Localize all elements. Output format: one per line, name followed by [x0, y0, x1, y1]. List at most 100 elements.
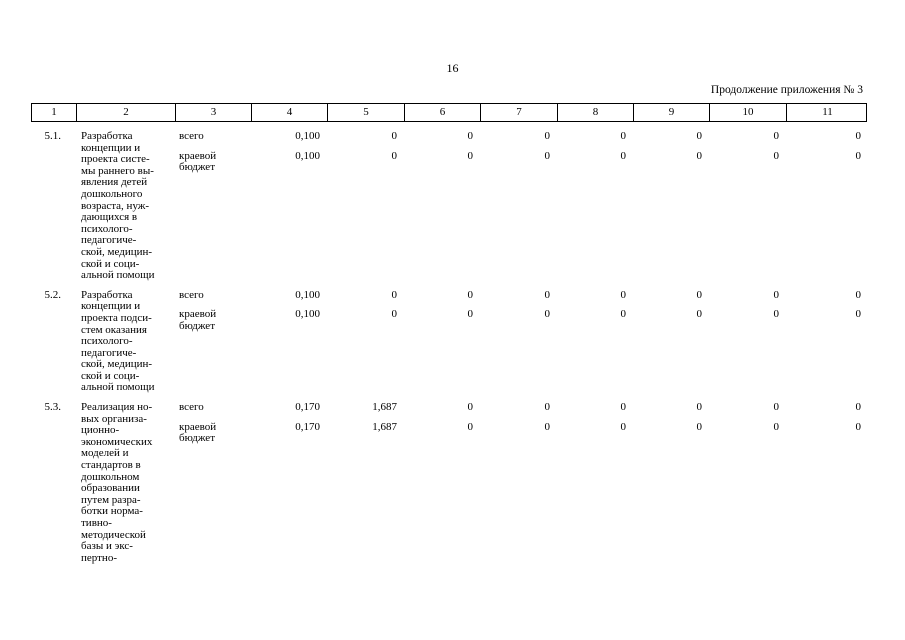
- cell-value: 0: [467, 130, 474, 142]
- text-line: альной помощи: [81, 381, 155, 394]
- cell-value: 0,100: [295, 308, 320, 321]
- text-line: стем оказания: [81, 323, 147, 336]
- cell-value: 0,170: [295, 401, 320, 414]
- header-cell: 7: [480, 104, 557, 121]
- text-line: ской, медицин-: [81, 245, 153, 258]
- text-line: стандартов в: [81, 459, 141, 472]
- text-line: ской и соци-: [81, 369, 140, 382]
- text-line: педагогиче-: [81, 234, 137, 247]
- cell-value: 0: [467, 149, 474, 162]
- cell-value: 0: [544, 288, 551, 301]
- header-cell: 1: [51, 106, 57, 118]
- subrow-label: краевой бюджет: [174, 150, 250, 182]
- text-line: ботки норма-: [81, 505, 143, 518]
- cell-value: 0: [855, 288, 862, 301]
- subrow-label: всего: [174, 401, 250, 422]
- cell-value: 0: [544, 401, 551, 414]
- cell-value: 0: [544, 130, 551, 142]
- text-line: методической: [81, 528, 146, 541]
- text-line: всего: [179, 288, 204, 301]
- cell-value: 0: [773, 149, 780, 162]
- cell-value: 1,687: [372, 420, 397, 433]
- text-line: всего: [179, 401, 204, 414]
- cell-value: 0: [391, 130, 398, 142]
- cell-value: 0: [620, 420, 627, 433]
- cell-value: 0: [467, 401, 474, 414]
- text-line: проекта систе-: [81, 153, 150, 166]
- cell-value: 0: [544, 420, 551, 433]
- cell-value: 0: [773, 420, 780, 433]
- text-line: Разработка: [81, 130, 133, 142]
- text-line: моделей и: [81, 447, 129, 460]
- text-line: дошкольного: [81, 187, 143, 200]
- cell-value: 0: [467, 308, 474, 321]
- text-line: бюджет: [179, 432, 215, 445]
- row-number: 5.1.: [44, 130, 62, 142]
- cell-value: 0: [544, 149, 551, 162]
- subrow-label: краевой бюджет: [174, 309, 250, 340]
- cell-value: 0: [773, 288, 780, 301]
- cell-value: 0: [855, 401, 862, 414]
- cell-value: 0: [855, 130, 862, 142]
- text-line: проекта подси-: [81, 311, 152, 324]
- text-line: психолого-: [81, 335, 133, 348]
- cell-value: 0: [467, 420, 474, 433]
- text-line: пертно-: [81, 551, 117, 564]
- caption: Продолжение приложения № 3: [710, 84, 863, 96]
- text-line: альной помощи: [81, 269, 155, 282]
- cell-value: 0: [620, 308, 627, 321]
- cell-value: 0,170: [295, 420, 320, 433]
- cell-value: 0: [773, 401, 780, 414]
- row-number: 5.2.: [44, 288, 62, 301]
- text-line: дошкольном: [81, 470, 140, 483]
- header-cell: 11: [786, 104, 868, 121]
- cell-value: 0,100: [295, 288, 320, 301]
- cell-value: 0: [855, 149, 862, 162]
- table-row: 5.2. Разработка концепции и проекта подси-с…: [31, 288, 867, 402]
- text-line: краевой: [179, 420, 217, 433]
- cell-value: 0: [620, 149, 627, 162]
- cell-value: 0,100: [295, 130, 320, 142]
- text-line: экономических: [81, 435, 153, 448]
- cell-value: 1,687: [372, 401, 397, 414]
- header-cell: 2: [76, 104, 175, 121]
- header-cell: 5: [327, 104, 404, 121]
- cell-value: 0: [855, 420, 862, 433]
- text-line: ской и соци-: [81, 257, 140, 270]
- cell-value: 0: [696, 401, 703, 414]
- cell-value: 0: [620, 288, 627, 301]
- text-line: краевой: [179, 308, 217, 321]
- header-cell: 8: [557, 104, 633, 121]
- cell-value: 0: [696, 308, 703, 321]
- subrow-label: всего: [174, 130, 250, 151]
- text-line: путем разра-: [81, 493, 141, 506]
- cell-value: 0: [773, 308, 780, 321]
- cell-value: 0: [855, 308, 862, 321]
- row-number: 5.3.: [44, 401, 62, 414]
- text-line: психолого-: [81, 222, 133, 235]
- text-line: Разработка: [81, 288, 133, 301]
- text-line: концепции и: [81, 300, 141, 313]
- text-line: мы раннего вы-: [81, 164, 154, 177]
- cell-value: 0: [544, 308, 551, 321]
- cell-value: 0: [391, 149, 398, 162]
- cell-value: 0: [391, 308, 398, 321]
- text-line: явления детей: [81, 176, 148, 189]
- table-header: 1 2 3 4 5 6 7 8 9 10 11: [31, 103, 867, 122]
- table-body: 5.1. Разработка концепции и проекта систе-м…: [31, 130, 867, 572]
- header-cell: 3: [175, 104, 251, 121]
- text-line: бюджет: [179, 319, 215, 332]
- text-line: концепции и: [81, 141, 141, 154]
- text-line: дающихся в: [81, 211, 138, 224]
- subrow-label: всего: [174, 288, 250, 310]
- text-line: ской, медицин-: [81, 358, 153, 371]
- text-line: бюджет: [179, 161, 215, 174]
- subrow-label: краевой бюджет: [174, 420, 250, 453]
- row-name: Разработка концепции и проекта подси-стем …: [75, 288, 174, 394]
- cell-value: 0: [620, 401, 627, 414]
- cell-value: 0: [620, 130, 627, 142]
- cell-value: 0: [773, 130, 780, 142]
- cell-value: 0: [696, 130, 703, 142]
- cell-value: 0,100: [295, 149, 320, 162]
